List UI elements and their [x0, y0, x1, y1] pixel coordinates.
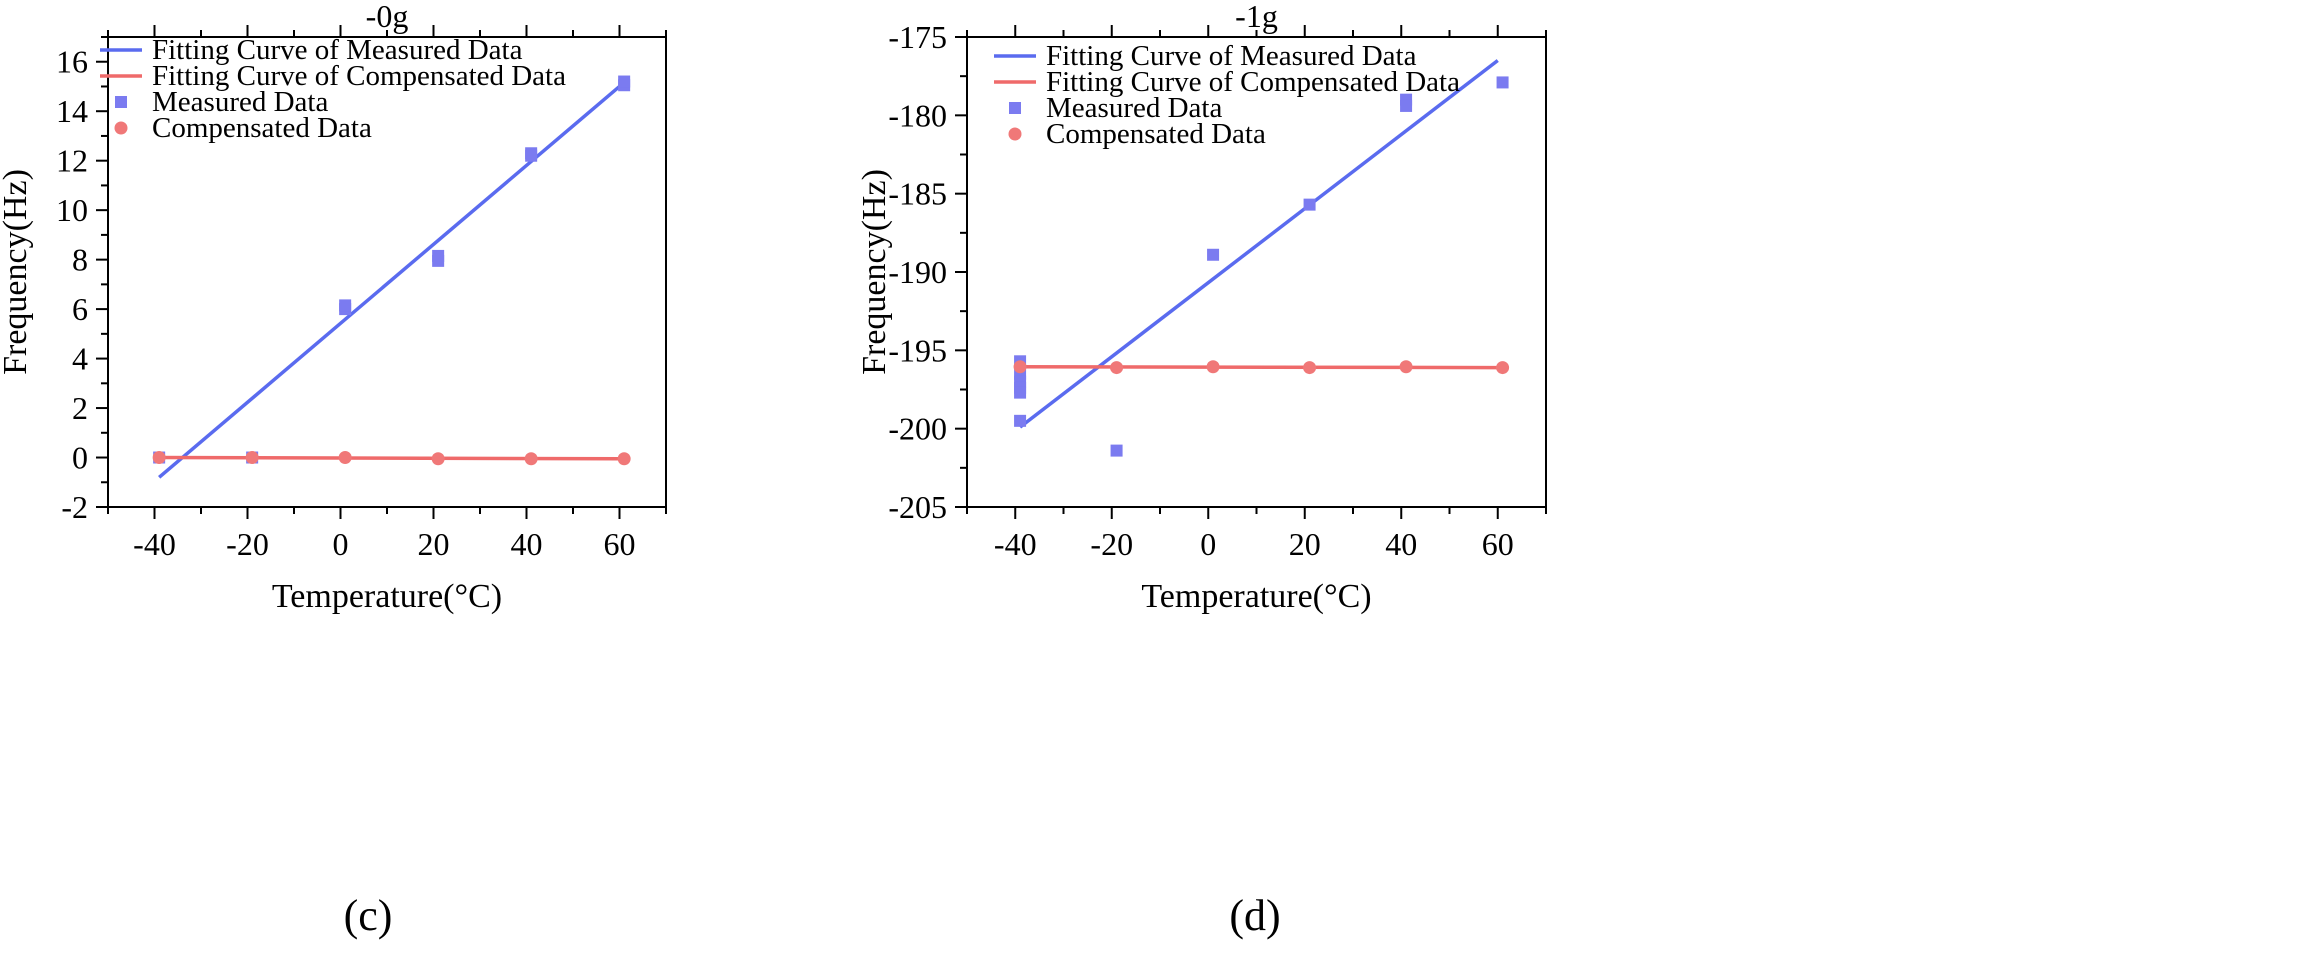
fit-line — [154, 455, 620, 461]
data-point-square — [1303, 198, 1316, 211]
legend-square-swatch — [115, 96, 127, 108]
data-point-circle — [431, 452, 445, 466]
y-tick-label: -180 — [888, 97, 947, 133]
legend-label: Measured Data — [152, 86, 328, 118]
chart-panel-d: -40 -20 0 20 40 60-205-200-195-190-185-180-17… — [856, 0, 1547, 940]
data-point-circle — [338, 451, 352, 465]
legend-label: Fitting Curve of Compensated Data — [1046, 66, 1460, 98]
fit-line — [1015, 365, 1498, 370]
chart-title: -1g — [1235, 0, 1278, 34]
x-tick-label: 20 — [418, 526, 450, 562]
legend-circle-swatch — [114, 121, 128, 135]
y-tick-label: 2 — [72, 390, 88, 426]
data-point-square — [1014, 414, 1027, 427]
legend-label: Fitting Curve of Compensated Data — [152, 60, 566, 92]
y-tick-label: 8 — [72, 242, 88, 278]
legend-label: Measured Data — [1046, 92, 1222, 124]
y-axis-title: Frequency(Hz) — [0, 169, 34, 375]
chart-title: -0g — [366, 0, 409, 34]
data-point-circle — [1399, 360, 1413, 374]
x-tick-label: -20 — [1090, 526, 1133, 562]
x-tick-label: 40 — [1385, 526, 1417, 562]
y-tick-label: -2 — [61, 489, 88, 525]
legend-label: Fitting Curve of Measured Data — [1046, 40, 1417, 72]
y-tick-label: -200 — [888, 411, 947, 447]
data-point-square — [525, 147, 538, 160]
x-tick-label: 0 — [1200, 526, 1216, 562]
y-tick-label: -175 — [888, 19, 947, 55]
y-tick-label: -185 — [888, 176, 947, 212]
data-point-square — [1110, 444, 1123, 457]
data-point-square — [1496, 76, 1509, 89]
x-tick-label: 0 — [333, 526, 349, 562]
legend-square-swatch — [1009, 102, 1021, 114]
data-point-square — [618, 75, 631, 88]
x-tick-label: 40 — [511, 526, 543, 562]
y-tick-label: 10 — [56, 192, 88, 228]
x-tick-label: 20 — [1289, 526, 1321, 562]
y-tick-label: 0 — [72, 440, 88, 476]
panel-label: (d) — [1229, 891, 1280, 940]
y-tick-label: 14 — [56, 93, 88, 129]
y-tick-label: 16 — [56, 44, 88, 80]
y-axis-title: Frequency(Hz) — [856, 169, 893, 375]
x-tick-label: -40 — [133, 526, 176, 562]
data-point-circle — [152, 451, 166, 465]
x-tick-label: 60 — [604, 526, 636, 562]
legend-label: Compensated Data — [1046, 118, 1266, 150]
x-axis-title: Temperature(°C) — [1141, 578, 1371, 615]
data-point-circle — [1303, 361, 1317, 375]
data-point-square — [432, 249, 445, 262]
data-point-square — [1014, 386, 1027, 399]
data-point-circle — [524, 452, 538, 466]
legend-label: Compensated Data — [152, 112, 372, 144]
data-point-square — [1014, 375, 1027, 388]
data-point-circle — [245, 451, 259, 465]
x-axis-title: Temperature(°C) — [272, 578, 502, 615]
x-tick-label: -20 — [226, 526, 269, 562]
y-tick-label: 6 — [72, 291, 88, 327]
fit-line — [158, 85, 621, 479]
y-tick-label: 12 — [56, 143, 88, 179]
legend-label: Fitting Curve of Measured Data — [152, 34, 523, 66]
data-point-circle — [1496, 361, 1510, 375]
chart-panel-c: -40 -20 0 20 40 60-20246810121416-0gTemperatu… — [0, 0, 667, 940]
data-point-square — [1014, 367, 1027, 380]
y-tick-label: -190 — [888, 254, 947, 290]
data-point-square — [339, 299, 352, 312]
y-tick-label: -205 — [888, 489, 947, 525]
data-point-circle — [1110, 361, 1124, 375]
x-tick-label: 60 — [1482, 526, 1514, 562]
data-point-circle — [617, 452, 631, 466]
y-tick-label: 4 — [72, 341, 88, 377]
data-point-circle — [1206, 360, 1220, 374]
panel-label: (c) — [344, 891, 393, 940]
x-tick-label: -40 — [994, 526, 1037, 562]
legend-circle-swatch — [1008, 127, 1022, 141]
data-point-circle — [1013, 360, 1027, 374]
data-point-square — [1400, 99, 1413, 112]
data-point-square — [1207, 248, 1220, 261]
y-tick-label: -195 — [888, 332, 947, 368]
